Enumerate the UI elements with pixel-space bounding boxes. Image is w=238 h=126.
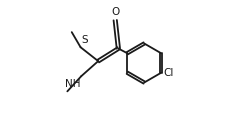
Text: O: O [112,7,120,17]
Text: S: S [81,35,88,45]
Text: NH: NH [65,79,81,89]
Text: Cl: Cl [163,68,174,78]
